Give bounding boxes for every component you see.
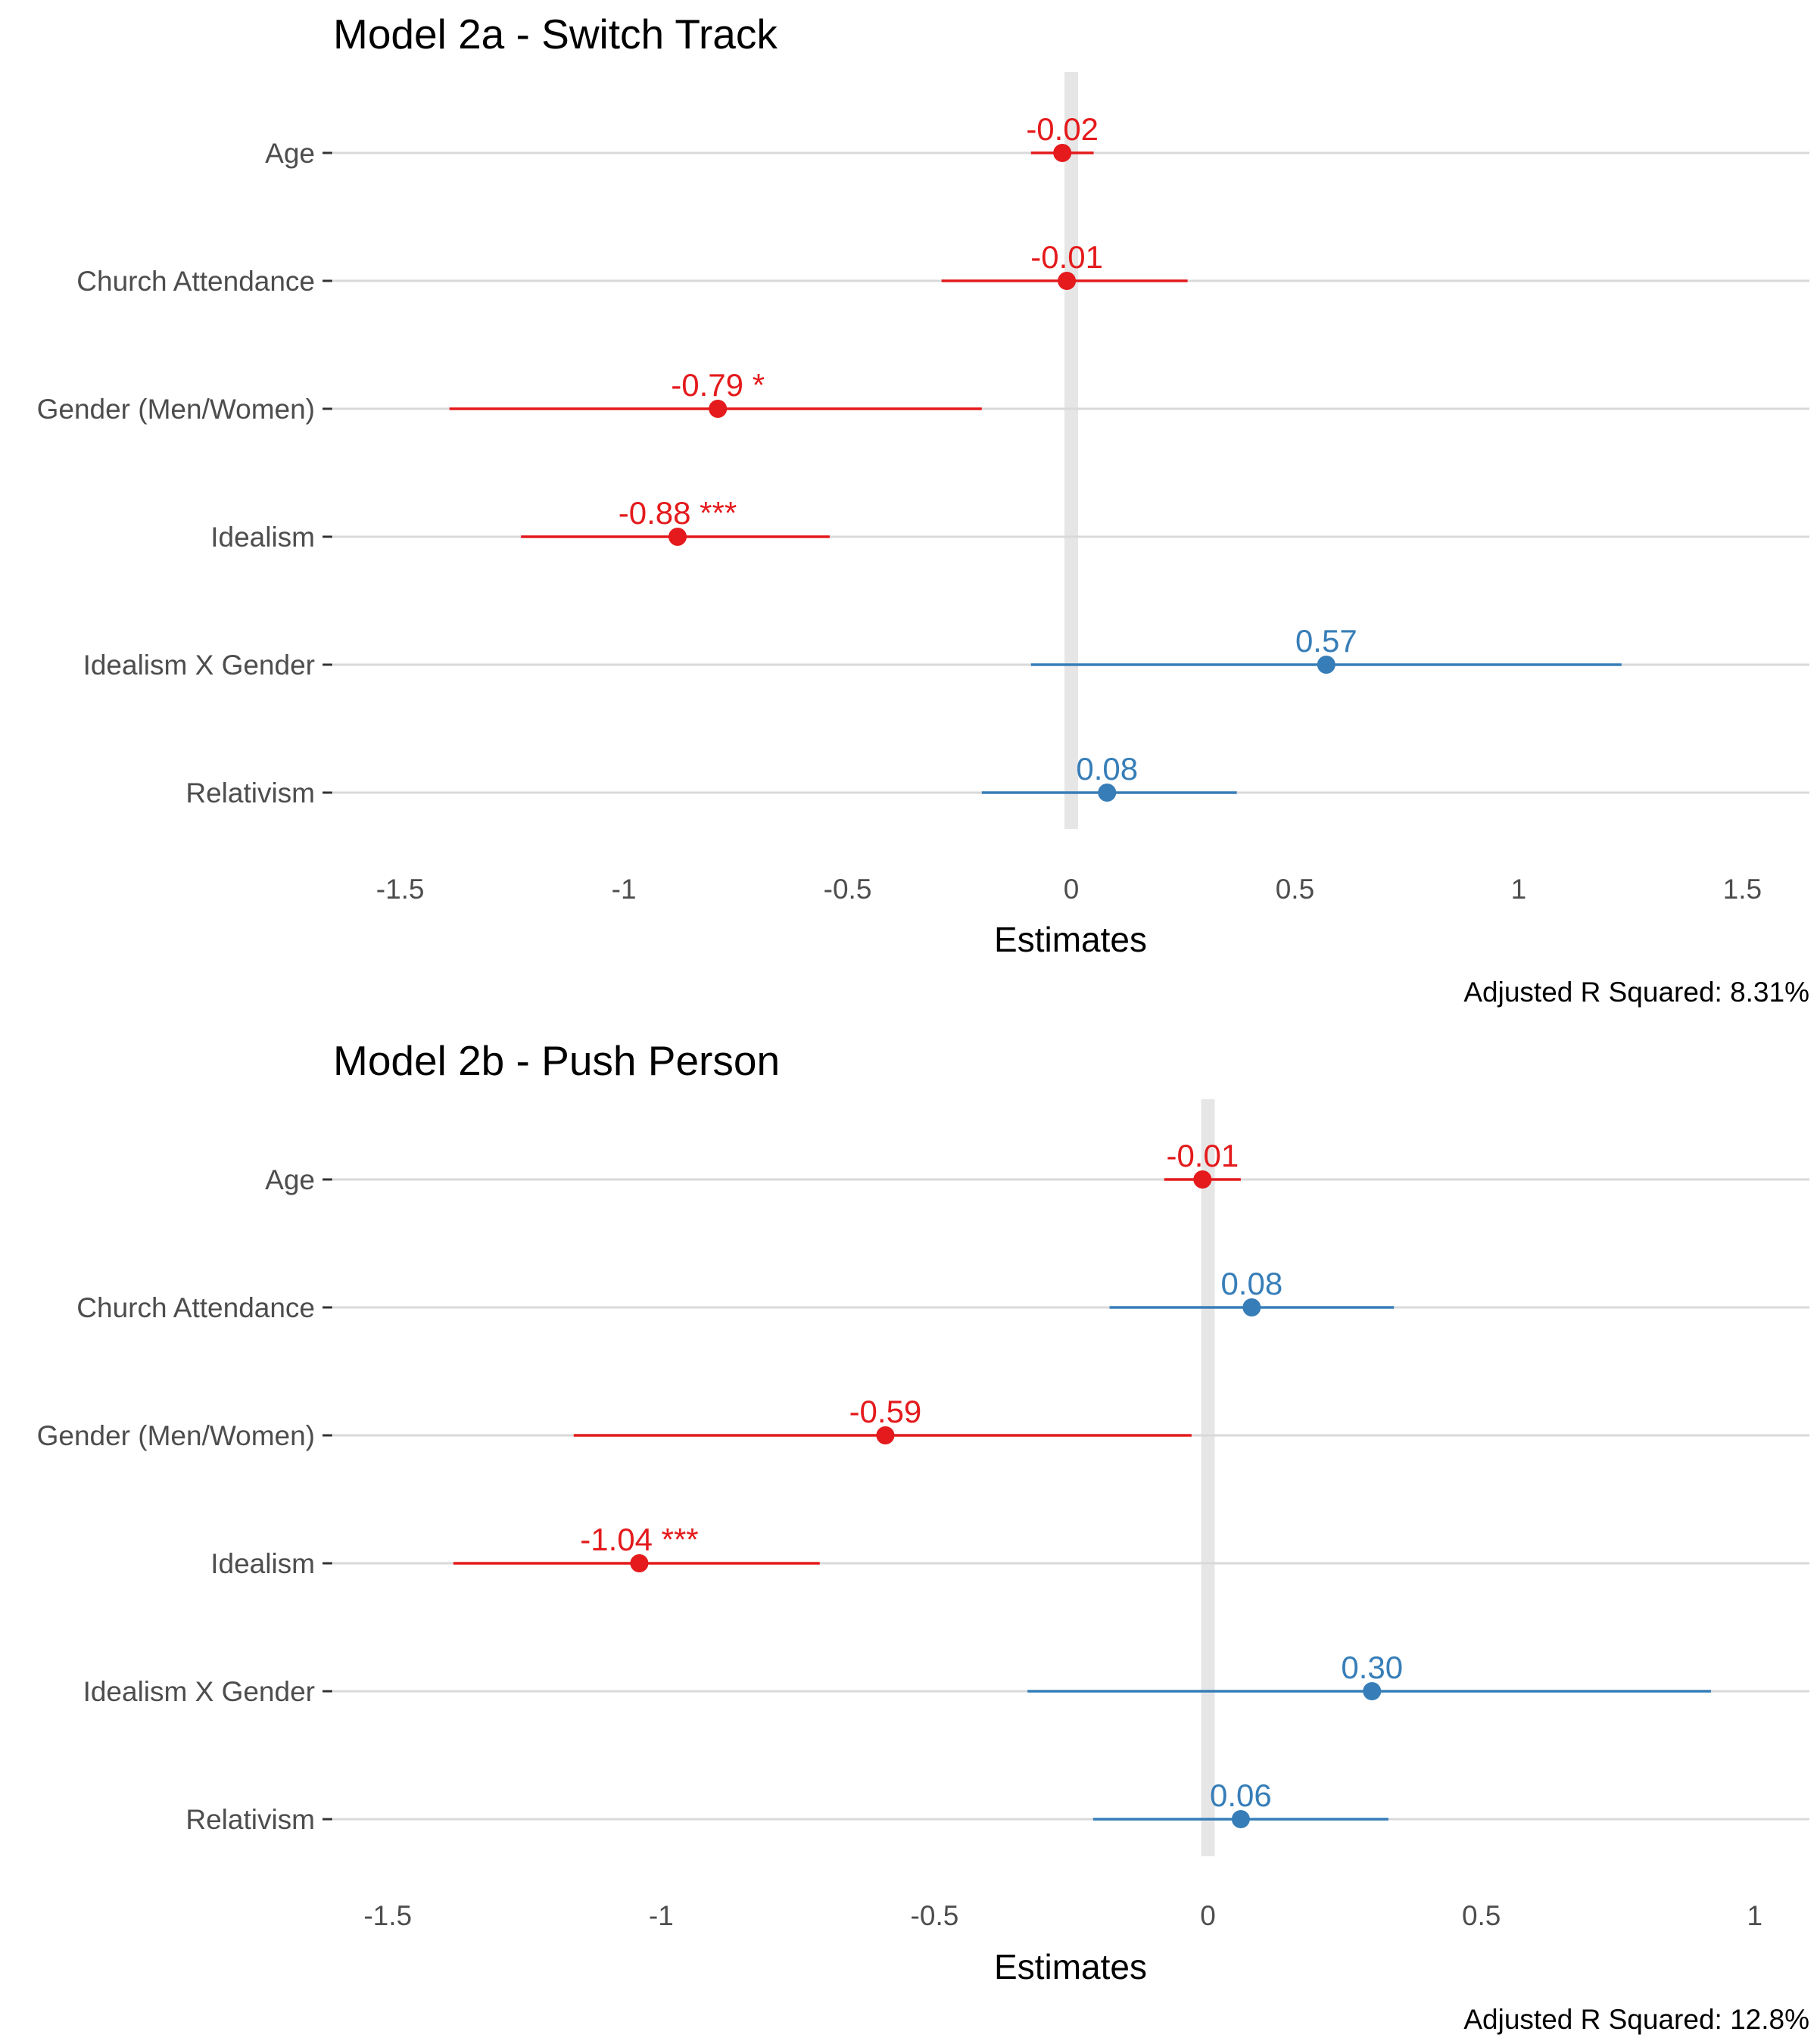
point-estimate — [669, 528, 687, 546]
y-tick-label: Idealism — [210, 1548, 315, 1579]
x-tick-label: -0.5 — [824, 874, 872, 905]
y-tick-label: Age — [265, 1164, 315, 1195]
point-estimate — [1098, 784, 1117, 802]
x-tick-label: 1 — [1747, 1900, 1762, 1931]
point-estimate — [1053, 144, 1072, 162]
panel-model-2b: Model 2b - Push Person Age -0.01 Church At… — [37, 1037, 1809, 2035]
caption-adjusted-r-squared: Adjusted R Squared: 8.31% — [1463, 977, 1809, 1008]
point-estimate — [630, 1554, 649, 1572]
y-tick-label: Idealism X Gender — [83, 1676, 315, 1707]
value-label: 0.08 — [1076, 751, 1138, 787]
x-tick-label: -1.5 — [363, 1900, 412, 1931]
x-tick-label: 1.5 — [1723, 874, 1762, 905]
value-label: 0.08 — [1220, 1266, 1282, 1301]
value-label: -1.04 *** — [580, 1522, 698, 1557]
caption-adjusted-r-squared: Adjusted R Squared: 12.8% — [1463, 2004, 1809, 2035]
plot-area: Age -0.01 Church Attendance 0.08 Gender (Men… — [37, 1099, 1809, 1931]
panel-model-2a: Model 2a - Switch Track Age -0.02 Church A… — [37, 11, 1809, 1008]
plot-area: Age -0.02 Church Attendance -0.01 Gender (Me… — [37, 72, 1809, 905]
x-tick-label: -1 — [649, 1900, 674, 1931]
point-estimate — [1242, 1298, 1261, 1316]
x-tick-label: 0.5 — [1276, 874, 1314, 905]
y-tick-label: Gender (Men/Women) — [37, 394, 315, 425]
y-tick-label: Relativism — [185, 1804, 315, 1835]
value-label: -0.02 — [1026, 111, 1099, 147]
value-label: 0.30 — [1341, 1650, 1403, 1685]
x-tick-label: 0.5 — [1462, 1900, 1501, 1931]
zero-reference-band — [1064, 72, 1078, 829]
x-tick-label: -0.5 — [911, 1900, 959, 1931]
x-axis-label: Estimates — [994, 920, 1147, 959]
y-tick-label: Idealism — [210, 522, 315, 553]
y-tick-label: Gender (Men/Women) — [37, 1420, 315, 1451]
point-estimate — [1058, 272, 1077, 290]
point-estimate — [1231, 1810, 1250, 1828]
x-axis-label: Estimates — [994, 1947, 1147, 1986]
x-tick-label: 0 — [1064, 874, 1080, 905]
panel-title: Model 2b - Push Person — [333, 1037, 780, 1084]
zero-reference-band — [1201, 1099, 1215, 1856]
y-tick-label: Church Attendance — [76, 1292, 315, 1323]
value-label: -0.79 * — [671, 367, 765, 403]
point-estimate — [1363, 1682, 1382, 1700]
x-tick-label: -1.5 — [376, 874, 425, 905]
x-tick-label: -1 — [612, 874, 637, 905]
value-label: -0.88 *** — [619, 495, 737, 531]
y-tick-label: Relativism — [185, 777, 315, 809]
x-tick-label: 0 — [1200, 1900, 1216, 1931]
value-label: 0.06 — [1210, 1778, 1272, 1813]
point-estimate — [709, 400, 728, 418]
point-estimate — [1193, 1170, 1212, 1189]
value-label: -0.01 — [1166, 1138, 1239, 1173]
y-tick-label: Church Attendance — [76, 266, 315, 297]
point-estimate — [1317, 656, 1335, 674]
y-tick-label: Age — [265, 138, 315, 169]
panel-title: Model 2a - Switch Track — [333, 11, 778, 58]
value-label: 0.57 — [1295, 623, 1357, 659]
value-label: -0.01 — [1030, 239, 1103, 275]
x-tick-label: 1 — [1511, 874, 1527, 905]
value-label: -0.59 — [849, 1394, 922, 1429]
point-estimate — [876, 1426, 895, 1444]
y-tick-label: Idealism X Gender — [83, 650, 315, 681]
